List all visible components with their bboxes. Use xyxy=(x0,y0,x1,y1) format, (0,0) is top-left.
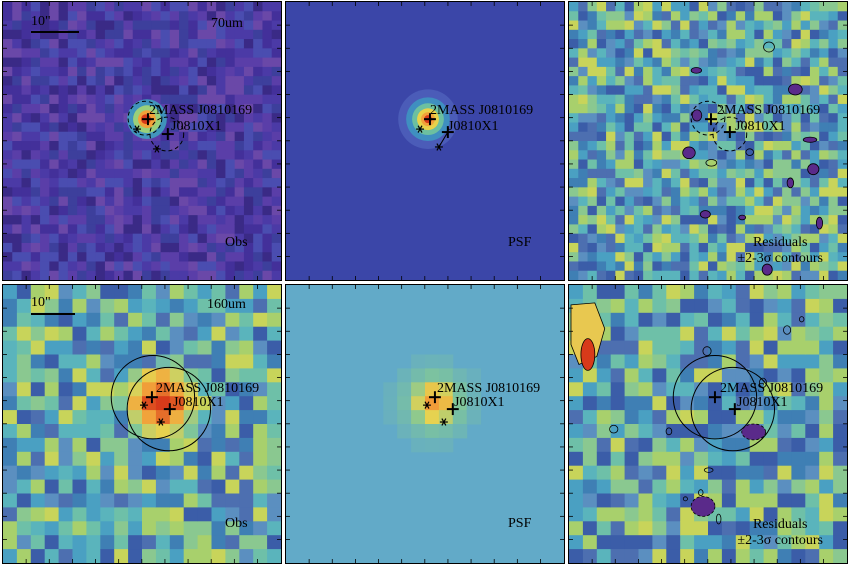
panel-psf-70um: 2MASS J0810169 J0810X1 PSF xyxy=(285,1,565,281)
panel-obs-70um: 10" 70um 2MASS J0810169 J0810X1 Obs xyxy=(2,1,282,281)
source-star-marker xyxy=(152,145,161,153)
source-star-marker xyxy=(133,125,142,133)
source-label-secondary: J0810X1 xyxy=(454,395,505,410)
source-label-secondary: J0810X1 xyxy=(173,395,224,410)
psf-160um-image xyxy=(286,285,564,563)
panel-type-label: Obs xyxy=(225,235,248,250)
residuals-160um-image xyxy=(569,285,847,563)
residuals-label: Residuals xyxy=(752,235,808,250)
psf-70um-image xyxy=(286,2,564,280)
source-plus-marker xyxy=(728,403,741,416)
contours-label: ±2-3σ contours xyxy=(737,251,823,266)
residuals-label: Residuals xyxy=(752,517,808,532)
source-star-marker xyxy=(439,418,448,426)
source-star-marker xyxy=(156,418,165,426)
obs-70um-image xyxy=(3,2,281,280)
source-star-marker xyxy=(140,401,148,409)
source-plus-marker xyxy=(145,391,158,404)
source-label-primary: 2MASS J0810169 xyxy=(437,381,541,396)
source-label-primary: 2MASS J0810169 xyxy=(717,103,821,118)
residuals-caption: Residuals ±2-3σ contours xyxy=(737,235,823,267)
source-label-primary: 2MASS J0810169 xyxy=(149,103,253,118)
panel-type-label: PSF xyxy=(508,235,532,250)
source-plus-marker xyxy=(705,113,717,126)
source-label-secondary: J0810X1 xyxy=(448,119,499,134)
scale-bar-label: 10" xyxy=(31,14,51,29)
scale-bar xyxy=(31,313,75,315)
source-plus-marker xyxy=(424,113,436,126)
panel-residuals-70um: 2MASS J0810169 J0810X1 Residuals ±2-3σ c… xyxy=(568,1,848,281)
source-star-marker xyxy=(416,125,425,133)
source-plus-marker xyxy=(441,126,454,139)
residuals-70um-image xyxy=(569,2,847,280)
wavelength-label: 160um xyxy=(207,297,246,312)
source-plus-marker xyxy=(723,126,736,139)
panel-psf-160um: 2MASS J0810169 J0810X1 PSF xyxy=(285,284,565,564)
source-label-secondary: J0810X1 xyxy=(735,119,786,134)
source-label-primary: 2MASS J0810169 xyxy=(720,381,824,396)
source-star-marker xyxy=(423,401,431,409)
source-plus-marker xyxy=(161,128,174,141)
panel-type-label: PSF xyxy=(508,516,532,531)
residuals-caption: Residuals ±2-3σ contours xyxy=(737,517,823,549)
source-plus-marker xyxy=(446,403,459,416)
scale-bar xyxy=(31,31,79,33)
wavelength-label: 70um xyxy=(211,16,243,31)
source-plus-marker xyxy=(708,391,721,404)
panel-residuals-160um: 2MASS J0810169 J0810X1 Residuals ±2-3σ c… xyxy=(568,284,848,564)
contours-label: ±2-3σ contours xyxy=(737,533,823,548)
obs-160um-image xyxy=(3,285,281,563)
panel-obs-160um: 10" 160um 2MASS J0810169 J0810X1 Obs xyxy=(2,284,282,564)
source-plus-marker xyxy=(163,403,176,416)
source-label-primary: 2MASS J0810169 xyxy=(430,103,534,118)
source-label-secondary: J0810X1 xyxy=(171,119,222,134)
panel-type-label: Obs xyxy=(225,516,248,531)
source-plus-marker xyxy=(428,391,441,404)
source-plus-marker xyxy=(142,113,154,126)
source-label-secondary: J0810X1 xyxy=(737,395,788,410)
source-label-primary: 2MASS J0810169 xyxy=(156,381,260,396)
scale-bar-label: 10" xyxy=(31,295,51,310)
